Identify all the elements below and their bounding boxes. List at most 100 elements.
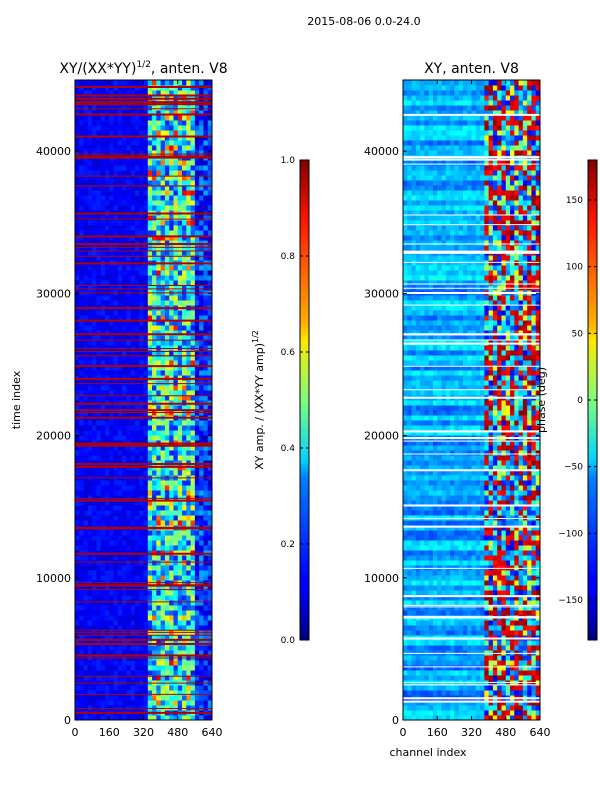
heatmap-cell <box>407 600 413 606</box>
heatmap-cell <box>182 325 187 331</box>
heatmap-cell <box>535 700 540 706</box>
heatmap-cell <box>152 520 157 526</box>
heatmap-cell <box>134 540 140 546</box>
heatmap-cell <box>535 620 540 626</box>
heatmap-cell <box>147 610 153 616</box>
heatmap-cell <box>75 280 80 286</box>
colorbar-tick-label: 0.2 <box>281 540 295 550</box>
heatmap-cell <box>152 495 157 501</box>
heatmap-cell <box>139 110 144 116</box>
heatmap-cell <box>177 360 183 366</box>
heatmap-cell <box>173 355 179 361</box>
heatmap-cell <box>428 605 434 611</box>
heatmap-cell <box>531 710 537 716</box>
heatmap-cell <box>100 675 106 681</box>
heatmap-cell <box>113 345 119 351</box>
heatmap-cell <box>199 530 204 536</box>
heatmap-cell <box>407 655 413 661</box>
heatmap-cell <box>177 575 183 581</box>
heatmap-cell <box>450 610 455 616</box>
heatmap-cell <box>199 460 204 466</box>
heatmap-cell <box>152 675 157 681</box>
heatmap-cell <box>109 345 115 351</box>
heatmap-cell <box>87 590 93 596</box>
heatmap-cell <box>531 690 537 696</box>
heatmap-cell <box>83 480 89 486</box>
heatmap-cell <box>164 170 170 176</box>
heatmap-cell <box>147 395 153 401</box>
heatmap-cell <box>152 80 157 86</box>
heatmap-cell <box>186 450 192 456</box>
heatmap-cell <box>169 135 174 141</box>
heatmap-cell <box>160 365 166 371</box>
heatmap-cell <box>147 110 153 116</box>
heatmap-cell <box>160 480 166 486</box>
heatmap-cell <box>75 350 80 356</box>
heatmap-cell <box>96 565 102 571</box>
heatmap-cell <box>147 510 153 516</box>
heatmap-cell <box>182 90 187 96</box>
heatmap-cell <box>130 625 136 631</box>
heatmap-cell <box>75 135 80 141</box>
heatmap-cell <box>186 235 192 241</box>
heatmap-cell <box>207 185 212 191</box>
heatmap-cell <box>407 670 413 676</box>
heatmap-cell <box>147 145 153 151</box>
heatmap-cell <box>505 685 511 691</box>
heatmap-cell <box>207 345 212 351</box>
heatmap-cell <box>122 470 127 476</box>
heatmap-cell <box>147 690 153 696</box>
heatmap-cell <box>126 380 132 386</box>
heatmap-cell <box>79 650 85 656</box>
heatmap-cell <box>194 530 200 536</box>
heatmap-cell <box>87 370 93 376</box>
heatmap-cell <box>190 125 196 131</box>
heatmap-cell <box>480 700 485 706</box>
heatmap-cell <box>139 490 144 496</box>
heatmap-cell <box>207 80 212 86</box>
heatmap-cell <box>458 600 464 606</box>
heatmap-cell <box>182 600 187 606</box>
heatmap-cell <box>143 145 149 151</box>
heatmap-cell <box>126 690 132 696</box>
heatmap-cell <box>420 610 425 616</box>
left-chart: XY/(XX*YY)1/2, anten. V8 0 160 320 480 640 0… <box>10 60 228 739</box>
heatmap-cell <box>130 435 136 441</box>
heatmap-cell <box>173 235 179 241</box>
heatmap-cell <box>203 230 209 236</box>
heatmap-cell <box>164 175 170 181</box>
heatmap-cell <box>454 675 460 681</box>
heatmap-cell <box>164 610 170 616</box>
heatmap-cell <box>126 715 132 720</box>
heatmap-cell <box>79 515 85 521</box>
heatmap-cell <box>122 585 127 591</box>
heatmap-cell <box>194 660 200 666</box>
heatmap-cell <box>173 340 179 346</box>
heatmap-cell <box>169 610 174 616</box>
heatmap-cell <box>207 340 212 346</box>
heatmap-cell <box>147 405 153 411</box>
heatmap-cell <box>100 275 106 281</box>
heatmap-cell <box>147 355 153 361</box>
heatmap-cell <box>122 350 127 356</box>
heatmap-cell <box>75 595 80 601</box>
heatmap-cell <box>173 495 179 501</box>
heatmap-cell <box>182 80 187 86</box>
heatmap-cell <box>104 125 110 131</box>
heatmap-cell <box>190 510 196 516</box>
heatmap-cell <box>207 590 212 596</box>
heatmap-cell <box>169 310 174 316</box>
heatmap-cell <box>462 625 468 631</box>
heatmap-cell <box>139 265 144 271</box>
heatmap-cell <box>420 700 425 706</box>
heatmap-cell <box>169 205 174 211</box>
heatmap-cell <box>514 610 520 616</box>
heatmap-cell <box>130 225 136 231</box>
heatmap-cell <box>79 160 85 166</box>
heatmap-cell <box>454 655 460 661</box>
heatmap-cell <box>454 620 460 626</box>
heatmap-cell <box>411 705 417 711</box>
heatmap-cell <box>143 250 149 256</box>
heatmap-cell <box>169 145 174 151</box>
heatmap-cell <box>160 250 166 256</box>
